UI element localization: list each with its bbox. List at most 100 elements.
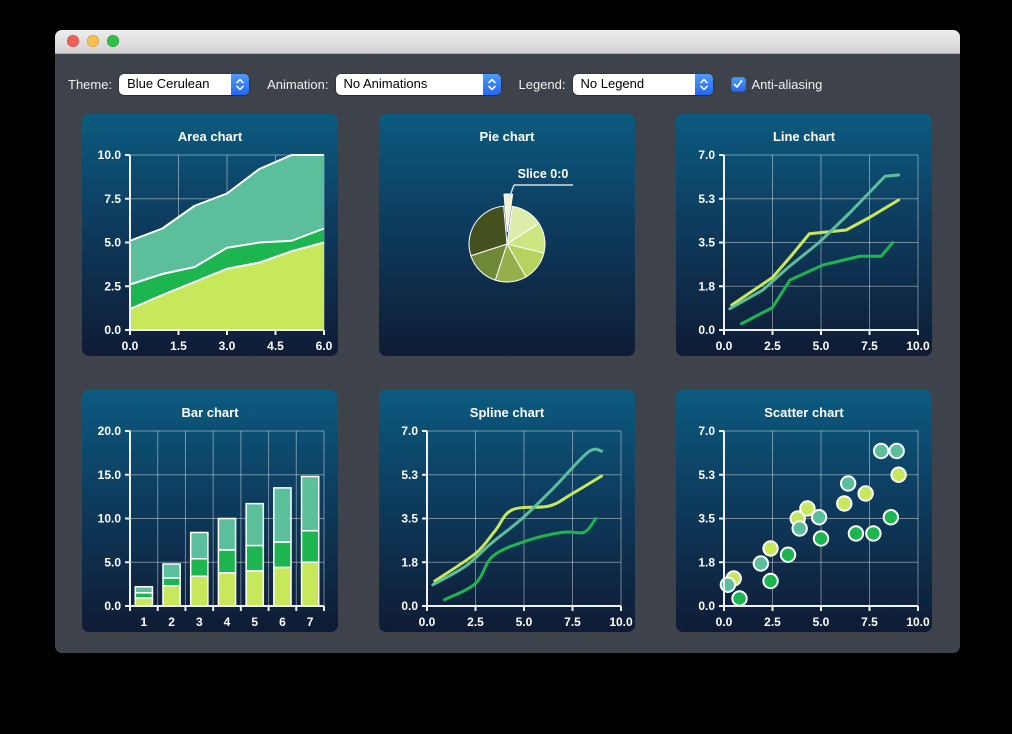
svg-text:1.8: 1.8	[401, 555, 418, 569]
close-button[interactable]	[67, 35, 79, 47]
svg-text:0.0: 0.0	[698, 323, 715, 337]
svg-text:15.0: 15.0	[98, 468, 122, 482]
scatter-point	[836, 495, 853, 512]
zoom-button[interactable]	[107, 35, 119, 47]
svg-text:7.0: 7.0	[698, 424, 715, 438]
animation-select[interactable]: No Animations	[335, 73, 501, 95]
scatter-point	[791, 520, 808, 537]
svg-text:5.0: 5.0	[813, 339, 830, 353]
theme-select[interactable]: Blue Cerulean	[119, 73, 250, 95]
app-window: Theme: Blue Cerulean Animation: No Anima…	[55, 30, 960, 653]
scatter-point	[847, 525, 865, 542]
bar-segment	[273, 487, 292, 543]
animation-select-value: No Animations	[343, 75, 428, 91]
animation-label: Animation:	[267, 76, 329, 92]
anti-aliasing-label: Anti-aliasing	[751, 76, 823, 92]
pie-slice[interactable]	[468, 205, 508, 257]
bar-segment	[189, 531, 209, 560]
bar-segment	[189, 575, 209, 607]
bar-segment	[217, 572, 237, 607]
svg-text:6: 6	[279, 615, 286, 629]
scatter-point	[865, 525, 882, 542]
axis-labels: 1 2 3 4 5 6 7 0.0 5.0 10.0 15.0 20.0	[98, 424, 314, 629]
svg-text:7: 7	[307, 615, 314, 629]
pie-chart-panel: Pie chart Slice 0:0	[379, 114, 635, 356]
svg-text:0.0: 0.0	[698, 599, 715, 613]
bar-segment	[134, 592, 154, 599]
svg-text:2: 2	[168, 615, 175, 629]
bar-segment	[134, 586, 154, 594]
window-controls	[67, 35, 119, 47]
minimize-button[interactable]	[87, 35, 99, 47]
scatter-point	[857, 485, 874, 502]
bar-segment	[189, 558, 209, 577]
bar-segment	[217, 517, 237, 551]
axis-labels: 0.0 2.5 5.0 7.5 10.0 0.0 1.8 3.5 5.3 7.0	[401, 424, 633, 629]
svg-text:1.8: 1.8	[698, 279, 715, 293]
svg-text:10.0: 10.0	[609, 615, 633, 629]
theme-select-value: Blue Cerulean	[127, 75, 210, 91]
svg-text:0.0: 0.0	[716, 615, 733, 629]
svg-text:5: 5	[251, 615, 258, 629]
svg-text:0.0: 0.0	[401, 599, 418, 613]
scatter-point	[752, 555, 770, 572]
pie-chart-canvas[interactable]: Slice 0:0	[379, 148, 635, 356]
svg-text:5.3: 5.3	[401, 468, 418, 482]
line-series	[730, 198, 901, 307]
chevron-up-down-icon	[694, 73, 713, 95]
axes	[719, 154, 919, 335]
scatter-point	[890, 466, 907, 483]
svg-text:1.5: 1.5	[170, 339, 187, 353]
svg-text:3.5: 3.5	[698, 512, 715, 526]
svg-text:0.0: 0.0	[104, 599, 121, 613]
bar-segment	[273, 566, 292, 607]
spline-series	[431, 447, 604, 587]
scatter-point	[812, 530, 830, 547]
svg-text:10.0: 10.0	[98, 148, 122, 162]
bar-segment	[162, 577, 181, 587]
bar-segment	[245, 570, 265, 607]
scatter-point	[810, 509, 828, 526]
legend-label: Legend:	[518, 76, 566, 92]
area-series-edge	[129, 241, 325, 310]
spline-series	[433, 474, 604, 583]
svg-text:5.0: 5.0	[104, 555, 121, 569]
pie-slice-label: Slice 0:0	[518, 167, 569, 181]
anti-aliasing-checkbox[interactable]: Anti-aliasing	[730, 76, 823, 92]
chart-title: Bar chart	[181, 405, 239, 420]
scatter-point	[888, 442, 905, 460]
chevron-up-down-icon	[482, 73, 501, 95]
svg-text:5.0: 5.0	[813, 615, 830, 629]
svg-text:10.0: 10.0	[906, 615, 930, 629]
axes	[125, 154, 325, 335]
scatter-point	[762, 572, 779, 590]
legend-select-value: No Legend	[580, 75, 645, 91]
titlebar[interactable]	[55, 30, 960, 54]
svg-text:2.5: 2.5	[467, 615, 484, 629]
scatter-point	[872, 442, 890, 460]
svg-text:7.0: 7.0	[698, 148, 715, 162]
theme-label: Theme:	[68, 76, 113, 92]
area-chart-canvas: 0.0 1.5 3.0 4.5 6.0 0.0 2.5 5.0 7.5 10.0	[98, 148, 333, 353]
svg-text:1: 1	[141, 615, 148, 629]
line-series	[739, 241, 895, 326]
svg-text:5.0: 5.0	[516, 615, 533, 629]
scatter-point	[799, 500, 816, 517]
svg-text:3.5: 3.5	[401, 512, 418, 526]
svg-text:0.0: 0.0	[104, 323, 121, 337]
svg-text:4: 4	[224, 615, 231, 629]
bar-segment	[300, 561, 320, 607]
area-series-edge	[129, 154, 324, 242]
legend-select[interactable]: No Legend	[572, 73, 713, 95]
area-chart-panel: Area chart 0.0 1.5 3.0 4.5 6.0 0.0 2.5 5.0 7.5 10…	[82, 114, 338, 356]
bar-segment	[245, 502, 265, 547]
scatter-point	[779, 546, 797, 563]
svg-text:10.0: 10.0	[98, 512, 122, 526]
chart-title: Line chart	[772, 129, 836, 144]
pie-slice[interactable]	[503, 193, 514, 233]
svg-text:7.5: 7.5	[861, 339, 878, 353]
checkmark-icon	[730, 76, 746, 92]
svg-text:20.0: 20.0	[98, 424, 122, 438]
svg-text:6.0: 6.0	[316, 339, 333, 353]
